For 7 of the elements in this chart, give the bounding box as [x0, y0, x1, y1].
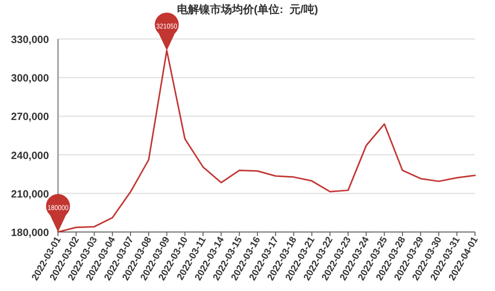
- chart-title: 电解镍市场均价(单位: 元/吨): [176, 3, 318, 16]
- y-tick-label: 330,000: [11, 34, 50, 46]
- y-tick-label: 210,000: [11, 188, 50, 200]
- y-tick-label: 180,000: [11, 227, 50, 239]
- y-tick-label: 270,000: [11, 111, 50, 124]
- y-tick-label: 240,000: [11, 150, 50, 162]
- y-tick-label: 300,000: [11, 72, 50, 85]
